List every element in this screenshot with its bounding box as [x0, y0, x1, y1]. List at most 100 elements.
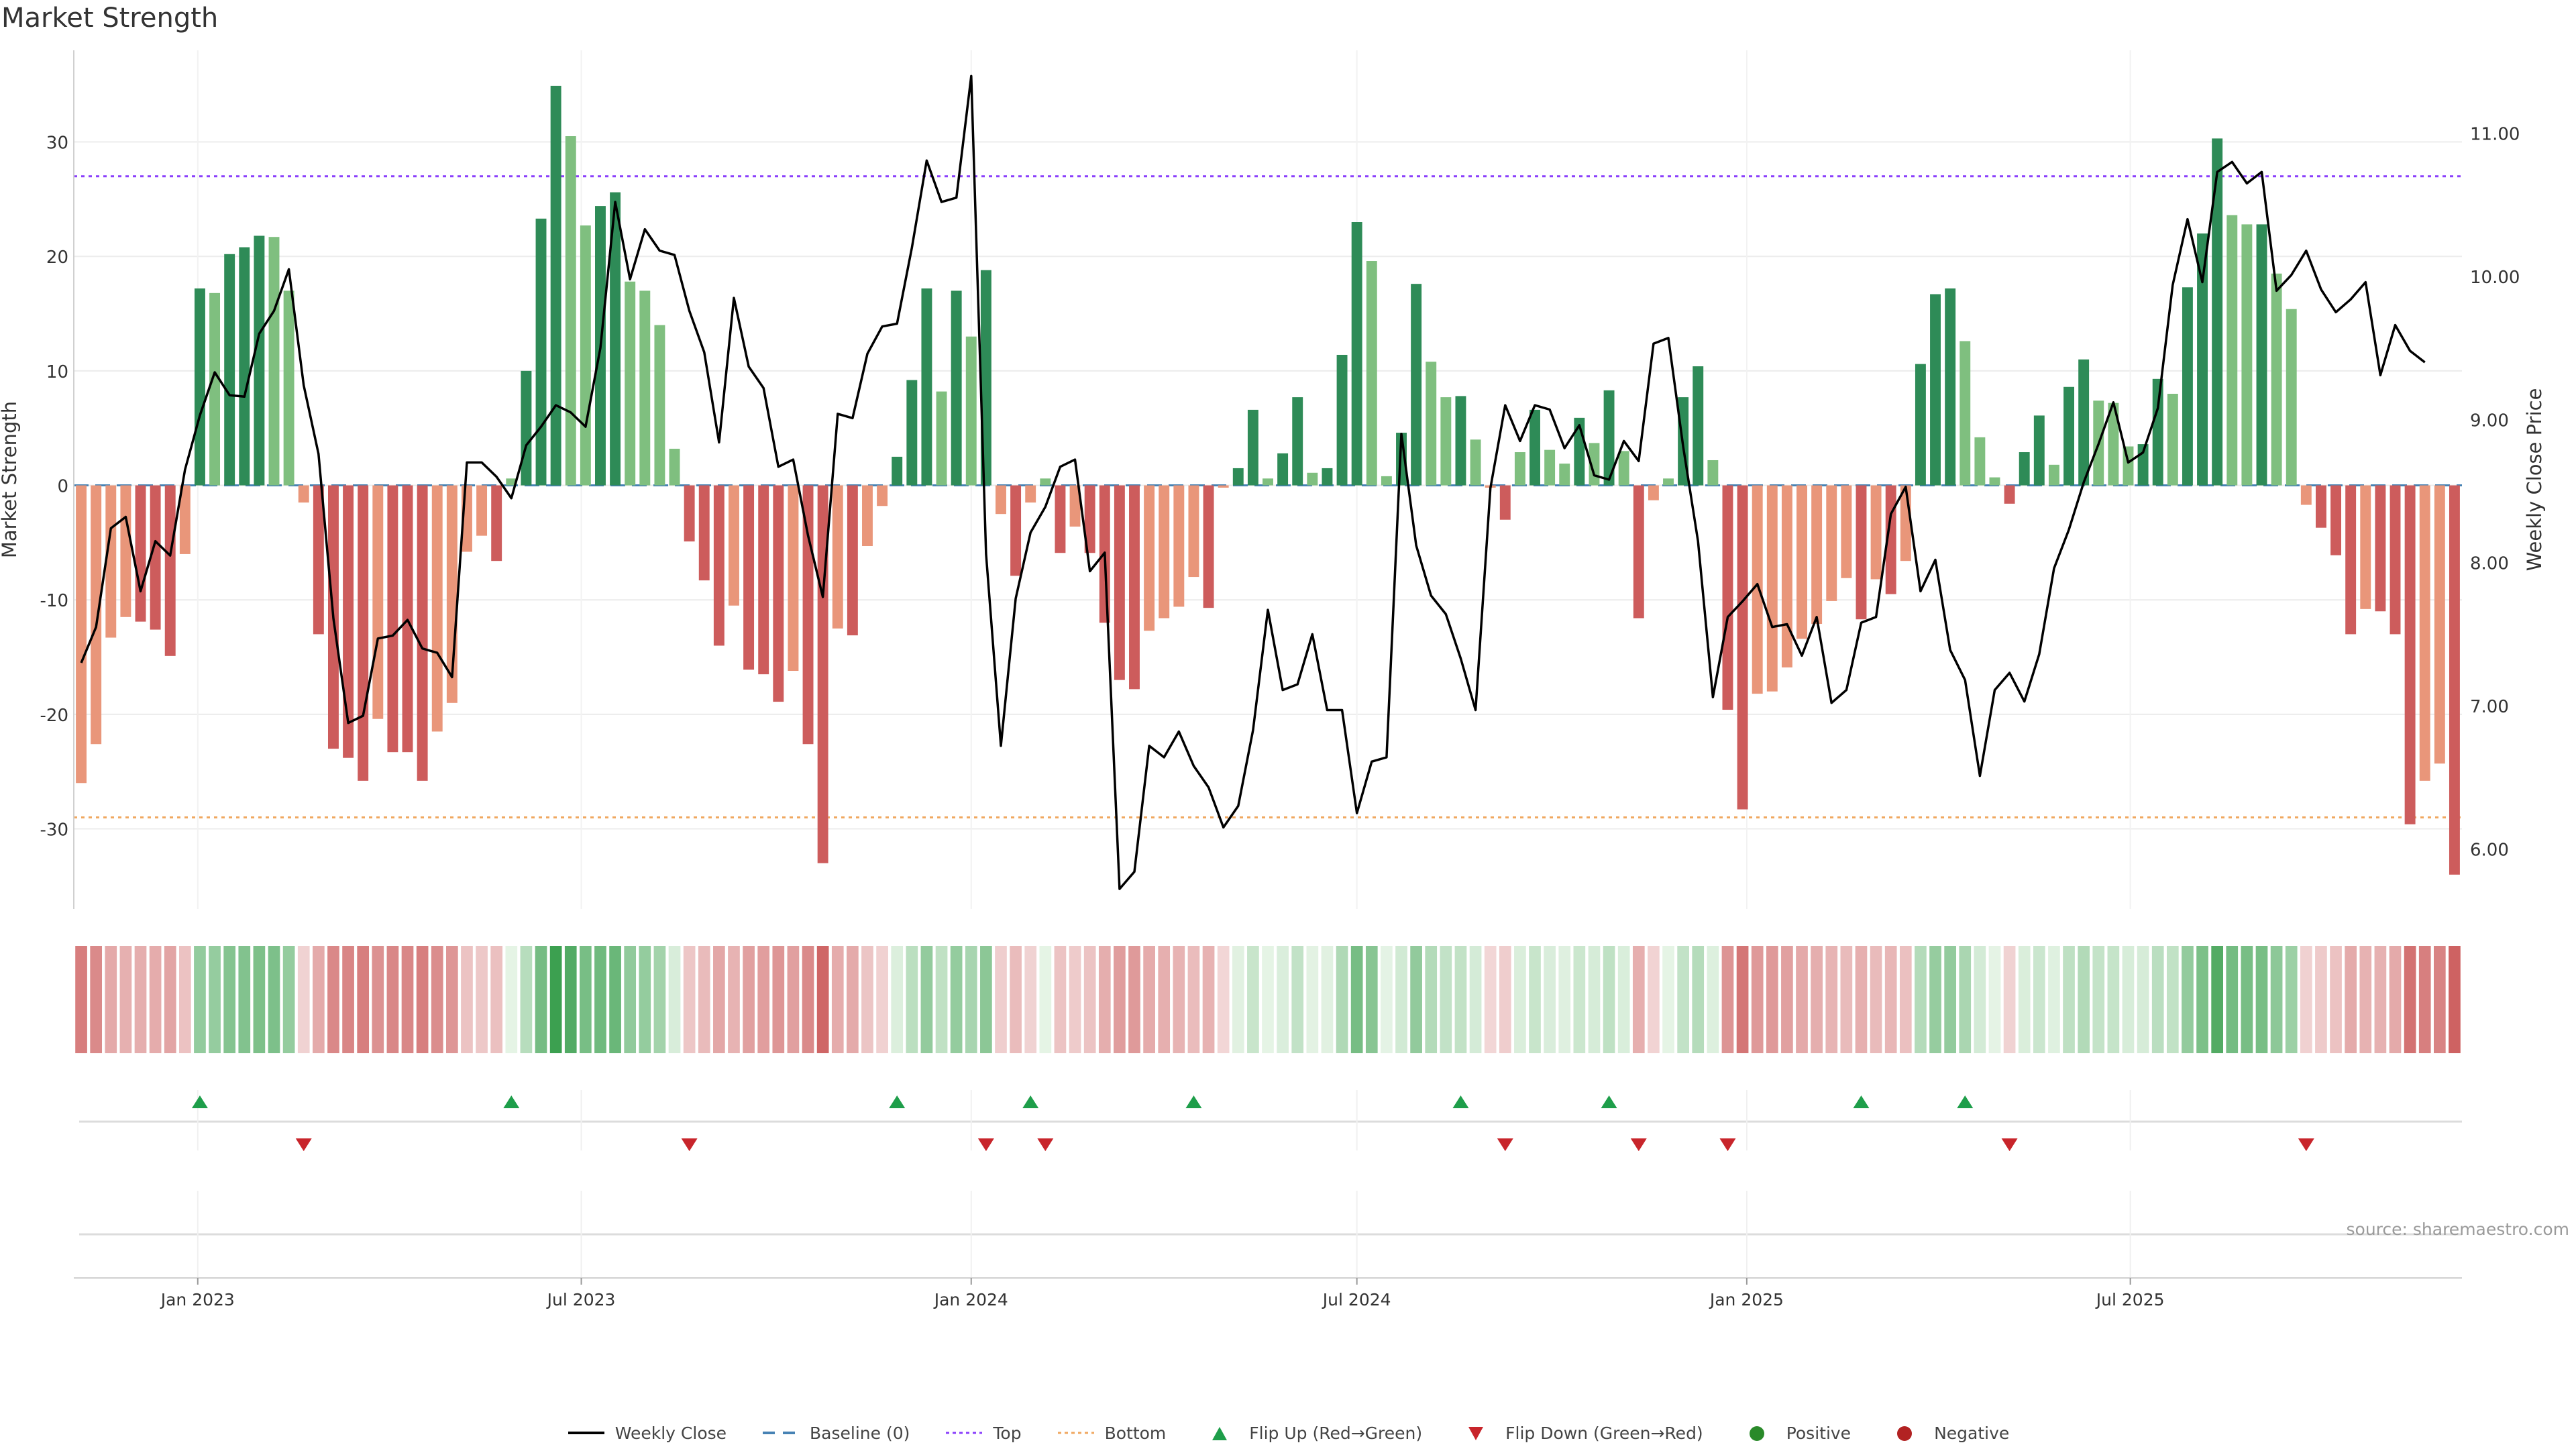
heat-cell [683, 946, 696, 1053]
strength-bar [2182, 287, 2193, 486]
legend-item: Negative [1886, 1424, 2009, 1443]
heat-cell [461, 946, 473, 1053]
strength-bar [921, 288, 932, 486]
strength-bar [268, 237, 280, 486]
strength-bar [254, 235, 265, 486]
heat-cell [1766, 946, 1778, 1053]
y2-tick-label: 11.00 [2470, 125, 2520, 145]
strength-bar [476, 485, 488, 536]
strength-bar [1870, 485, 1882, 580]
strength-bar [1737, 485, 1748, 810]
strength-bar [1841, 485, 1852, 578]
strength-bar [1826, 485, 1837, 601]
heat-cell [2226, 946, 2239, 1053]
y-axis-label: Market Strength [0, 401, 21, 558]
strength-bar [1544, 449, 1556, 486]
heat-cell [1039, 946, 1052, 1053]
heat-cell [787, 946, 800, 1053]
heat-cell [980, 946, 992, 1053]
strength-bar [1010, 485, 1022, 576]
strength-bar [639, 290, 651, 486]
flip-up-marker [191, 1095, 208, 1108]
heat-cell [1440, 946, 1452, 1053]
legend: Weekly Close Baseline (0) Top Bottom Flip Up… [0, 1424, 2576, 1443]
strength-bar [105, 485, 117, 638]
heat-cell [2033, 946, 2045, 1053]
strength-bar [1084, 485, 1095, 553]
strength-bar [1144, 485, 1155, 631]
heat-cell [653, 946, 666, 1053]
heat-cell [446, 946, 458, 1053]
strength-bar [194, 288, 205, 486]
heat-cell [2389, 946, 2402, 1053]
y-tick-label: 0 [57, 477, 68, 497]
strength-bar [1811, 485, 1823, 625]
strength-bar [2108, 402, 2119, 486]
legend-swatch [763, 1431, 800, 1434]
strength-bar [358, 485, 369, 781]
y2-tick-label: 8.00 [2470, 554, 2509, 574]
flip-up-marker [1185, 1095, 1202, 1108]
heat-cell [1187, 946, 1200, 1053]
strength-bar [2004, 485, 2015, 504]
heat-cell [1825, 946, 1838, 1053]
heat-cell [1247, 946, 1259, 1053]
heat-cell [313, 946, 325, 1053]
heat-cell [1484, 946, 1497, 1053]
heat-cell [876, 946, 888, 1053]
y2-axis-label: Weekly Close Price [2523, 388, 2546, 572]
flip-markers [79, 1090, 2462, 1151]
strength-bars [76, 85, 2460, 875]
strength-bar [654, 325, 665, 486]
strength-bar [951, 290, 962, 486]
strength-bar [684, 485, 695, 542]
heat-cell [1884, 946, 1897, 1053]
heat-cell [2211, 946, 2223, 1053]
heat-cell [1588, 946, 1601, 1053]
heat-cell [802, 946, 814, 1053]
strength-bar [1529, 409, 1540, 486]
heat-cell [386, 946, 399, 1053]
strength-bar [758, 485, 769, 675]
legend-label: Baseline (0) [810, 1424, 910, 1443]
strength-bar [2033, 415, 2045, 486]
strength-bar [521, 370, 532, 486]
heat-cell [1959, 946, 1972, 1053]
heat-cell [2418, 946, 2431, 1053]
strength-bar [565, 136, 576, 486]
heat-cell [535, 946, 547, 1053]
strength-bar [550, 85, 561, 486]
heat-cell [223, 946, 236, 1053]
heat-cell [149, 946, 162, 1053]
strength-bar [1470, 439, 1481, 486]
heat-cell [2092, 946, 2105, 1053]
y-tick-label: 30 [46, 133, 68, 154]
heat-cell [75, 946, 87, 1053]
strength-bar [1440, 397, 1452, 486]
x-axis: Jan 2023 Jul 2023 Jan 2024 Jul 2024 Jan 2025… [74, 1191, 2462, 1309]
heat-cell [1128, 946, 1140, 1053]
legend-label: Flip Down (Green→Red) [1505, 1424, 1703, 1443]
heat-cell [1381, 946, 1393, 1053]
heat-cell [476, 946, 488, 1053]
strength-bar [2241, 224, 2253, 486]
heat-cell [431, 946, 443, 1053]
legend-swatch [568, 1431, 604, 1434]
strength-bar [1307, 472, 1318, 486]
strength-bar [135, 485, 146, 622]
strength-bar [387, 485, 398, 753]
strength-bar [2330, 485, 2342, 555]
strength-bar [1930, 294, 1941, 486]
heat-cell [1544, 946, 1556, 1053]
heat-cell [2048, 946, 2060, 1053]
strength-bar [2271, 273, 2282, 486]
heat-cell [1262, 946, 1274, 1053]
strength-bar [76, 485, 87, 784]
flip-down-marker [1497, 1138, 1513, 1151]
strength-bar [1292, 397, 1303, 486]
x-tick-label: Jan 2025 [1709, 1290, 1784, 1309]
heat-cell [1024, 946, 1037, 1053]
strength-bar [1766, 485, 1778, 692]
heat-cell [1811, 946, 1823, 1053]
